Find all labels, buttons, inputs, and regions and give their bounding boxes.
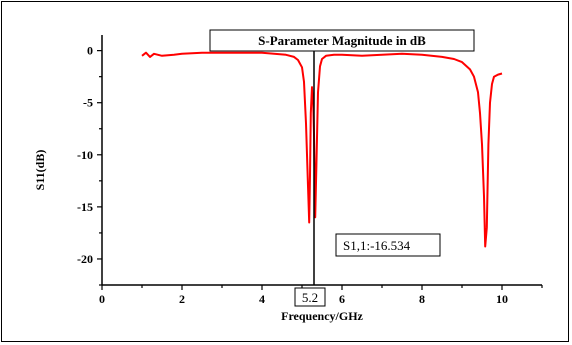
y-tick-label: -20 xyxy=(77,252,93,266)
y-axis-title: S11(dB) xyxy=(33,150,47,191)
x-tick-label: 8 xyxy=(419,292,425,306)
y-tick-label: 0 xyxy=(87,44,93,58)
marker-label-box xyxy=(294,287,326,307)
axis-ticks xyxy=(97,50,543,290)
y-tick-label: -15 xyxy=(77,200,93,214)
x-tick-label: 4 xyxy=(259,292,265,306)
y-tick-label: -10 xyxy=(77,148,93,162)
x-tick-label: 6 xyxy=(339,292,345,306)
x-tick-label: 0 xyxy=(99,292,105,306)
chart-title: S-Parameter Magnitude in dB xyxy=(258,33,426,48)
tick-labels: 0 2 4 6 8 10 0 -5 -10 -15 -20 xyxy=(77,44,508,306)
x-tick-label: 2 xyxy=(179,292,185,306)
title-box xyxy=(209,29,475,52)
point-annotation-box xyxy=(335,233,441,257)
series-line xyxy=(141,51,503,248)
marker-x-label: 5.2 xyxy=(302,290,318,305)
y-tick-label: -5 xyxy=(83,96,93,110)
x-tick-label: 10 xyxy=(496,292,508,306)
point-annotation-label: S1,1:-16.534 xyxy=(343,238,411,253)
x-axis-title: Frequency/GHz xyxy=(281,309,363,323)
